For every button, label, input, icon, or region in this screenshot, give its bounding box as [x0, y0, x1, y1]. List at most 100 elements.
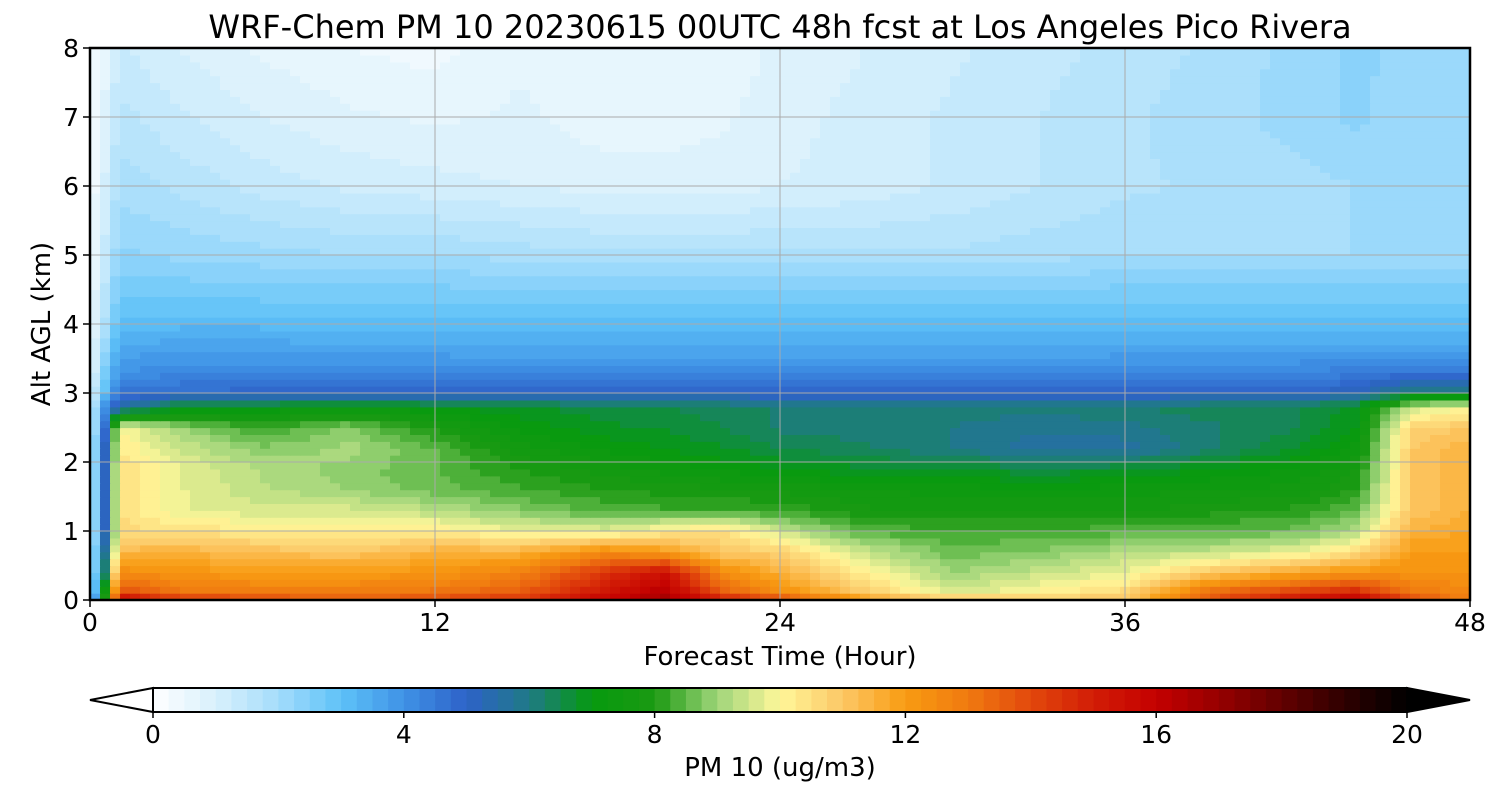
heatmap-cell	[870, 386, 881, 394]
heatmap-cell	[800, 379, 811, 387]
heatmap-cell	[740, 427, 751, 435]
heatmap-cell	[730, 593, 741, 601]
heatmap-cell	[770, 468, 781, 477]
heatmap-cell	[450, 531, 461, 539]
heatmap-cell	[1430, 537, 1441, 546]
heatmap-cell	[1290, 379, 1301, 387]
heatmap-cell	[770, 379, 781, 387]
heatmap-cell	[1210, 531, 1221, 539]
heatmap-cell	[1440, 579, 1451, 587]
heatmap-cell	[670, 427, 681, 435]
heatmap-cell	[310, 365, 321, 373]
heatmap-cell	[550, 372, 561, 380]
heatmap-cell	[810, 448, 821, 456]
heatmap-cell	[790, 572, 801, 580]
heatmap-cell	[830, 558, 841, 567]
heatmap-cell	[890, 558, 901, 567]
heatmap-cell	[1000, 434, 1011, 442]
heatmap-cell	[520, 558, 531, 567]
heatmap-cell	[110, 434, 121, 442]
heatmap-cell	[680, 579, 691, 587]
heatmap-cell	[1010, 434, 1021, 442]
heatmap-cell	[1280, 434, 1291, 442]
heatmap-cell	[1250, 462, 1261, 470]
heatmap-cell	[190, 544, 201, 553]
heatmap-cell	[250, 462, 261, 470]
heatmap-cell	[940, 462, 951, 470]
heatmap-cell	[100, 496, 111, 504]
heatmap-cell	[530, 448, 541, 456]
heatmap-cell	[970, 544, 981, 553]
heatmap-cell	[1350, 503, 1361, 511]
heatmap-cell	[680, 393, 691, 401]
heatmap-cell	[230, 379, 241, 387]
heatmap-cell	[670, 413, 681, 422]
heatmap-cell	[1340, 399, 1351, 408]
heatmap-cell	[750, 565, 761, 573]
heatmap-cell	[540, 496, 551, 504]
heatmap-cell	[1320, 420, 1331, 429]
heatmap-cell	[1290, 448, 1301, 456]
heatmap-cell	[1440, 475, 1451, 484]
heatmap-cell	[810, 420, 821, 429]
heatmap-cell	[540, 531, 551, 539]
heatmap-cell	[320, 372, 331, 380]
heatmap-cell	[1280, 441, 1291, 449]
heatmap-cell	[1460, 565, 1471, 573]
heatmap-cell	[1150, 434, 1161, 442]
heatmap-cell	[810, 510, 821, 518]
heatmap-cell	[190, 344, 201, 353]
heatmap-cell	[1370, 434, 1381, 442]
heatmap-cell	[380, 448, 391, 456]
heatmap-cell	[1140, 551, 1151, 560]
heatmap-cell	[640, 372, 651, 380]
heatmap-cell	[950, 406, 961, 415]
heatmap-cell	[870, 482, 881, 491]
heatmap-cell	[870, 586, 881, 594]
heatmap-cell	[1030, 462, 1041, 470]
heatmap-cell	[580, 455, 591, 463]
heatmap-cell	[1290, 572, 1301, 580]
heatmap-cell	[780, 358, 791, 366]
heatmap-cell	[860, 531, 871, 539]
heatmap-cell	[1020, 386, 1031, 394]
heatmap-cell	[530, 482, 541, 491]
heatmap-cell	[1410, 579, 1421, 587]
heatmap-cell	[150, 351, 161, 360]
heatmap-cell	[280, 586, 291, 594]
heatmap-cell	[920, 386, 931, 394]
heatmap-cell	[300, 365, 311, 373]
heatmap-cell	[1410, 551, 1421, 560]
heatmap-cell	[350, 503, 361, 511]
heatmap-cell	[670, 558, 681, 567]
heatmap-cell	[990, 586, 1001, 594]
heatmap-cell	[470, 399, 481, 408]
heatmap-cell	[190, 572, 201, 580]
heatmap-cell	[1190, 551, 1201, 560]
heatmap-cell	[870, 551, 881, 560]
heatmap-cell	[180, 434, 191, 442]
heatmap-cell	[980, 420, 991, 429]
heatmap-cell	[420, 593, 431, 601]
heatmap-cell	[1250, 468, 1261, 477]
heatmap-cell	[970, 572, 981, 580]
heatmap-cell	[170, 558, 181, 567]
heatmap-cell	[1060, 358, 1071, 366]
heatmap-cell	[1040, 351, 1051, 360]
heatmap-cell	[1090, 462, 1101, 470]
heatmap-cell	[210, 482, 221, 491]
heatmap-cell	[420, 586, 431, 594]
heatmap-cell	[220, 537, 231, 546]
heatmap-cell	[280, 565, 291, 573]
heatmap-cell	[160, 365, 171, 373]
heatmap-cell	[140, 482, 151, 491]
heatmap-cell	[360, 427, 371, 435]
heatmap-cell	[630, 468, 641, 477]
heatmap-cell	[1190, 455, 1201, 463]
heatmap-cell	[480, 365, 491, 373]
heatmap-cell	[1110, 503, 1121, 511]
heatmap-cell	[1030, 413, 1041, 422]
heatmap-cell	[1360, 572, 1371, 580]
heatmap-cell	[110, 399, 121, 408]
heatmap-cell	[910, 448, 921, 456]
